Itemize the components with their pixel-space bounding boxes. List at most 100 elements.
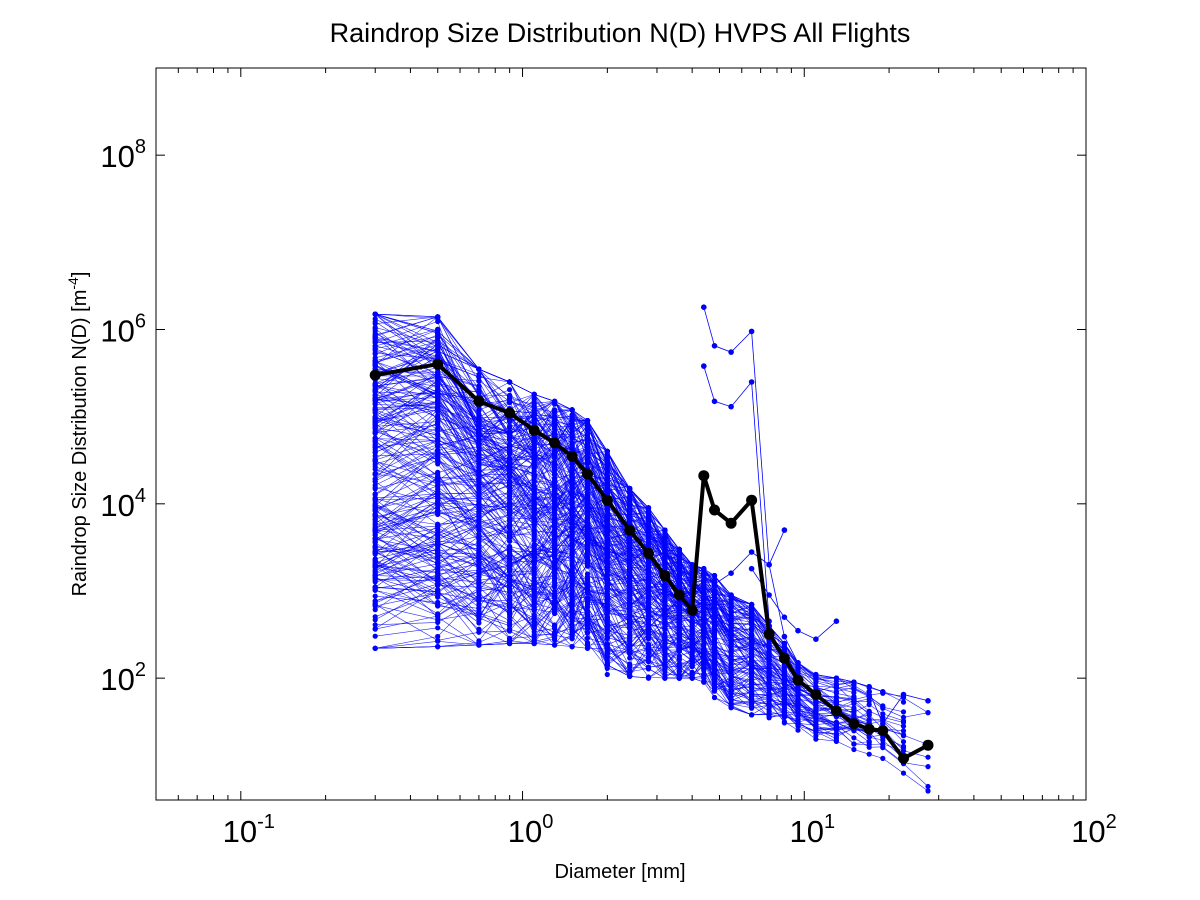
flight-point xyxy=(476,610,482,616)
flight-point xyxy=(833,724,840,730)
flight-point xyxy=(711,630,718,636)
outlier-flight-point xyxy=(748,328,755,335)
flight-series-line xyxy=(375,500,666,607)
flight-point xyxy=(645,636,652,642)
flight-point xyxy=(552,459,558,465)
flight-point xyxy=(851,690,857,696)
flight-point xyxy=(711,573,718,579)
flight-point xyxy=(833,689,840,695)
flight-point xyxy=(552,414,558,420)
flight-point xyxy=(507,529,513,535)
outlier-flight-point xyxy=(766,592,772,598)
flight-point xyxy=(604,537,610,544)
flight-point xyxy=(728,616,734,622)
flight-point xyxy=(372,561,378,567)
flight-point xyxy=(507,449,513,455)
flight-point xyxy=(627,604,633,610)
flight-point xyxy=(627,649,633,655)
outlier-flight-point xyxy=(748,549,755,555)
flight-point xyxy=(645,519,652,525)
flight-point xyxy=(435,448,441,454)
flight-point xyxy=(476,419,482,425)
flight-point xyxy=(552,419,558,425)
flight-point xyxy=(728,592,734,598)
flight-point xyxy=(781,699,788,705)
flight-series-line xyxy=(375,614,693,679)
flight-point xyxy=(781,664,788,671)
flight-point xyxy=(507,635,513,642)
flight-point xyxy=(604,603,610,609)
flight-point xyxy=(645,505,652,511)
flight-point xyxy=(604,607,610,613)
flight-point xyxy=(435,452,441,458)
mean-point xyxy=(725,517,737,529)
outlier-flight-point xyxy=(880,720,886,727)
flight-point xyxy=(795,697,801,704)
flight-point xyxy=(925,764,931,770)
flight-point xyxy=(476,638,482,644)
flight-point xyxy=(813,699,819,705)
flight-point xyxy=(435,575,441,581)
flight-point xyxy=(689,623,695,629)
outlier-flight-line xyxy=(751,568,837,640)
flight-point xyxy=(531,587,537,593)
flight-point xyxy=(604,524,610,531)
flight-point xyxy=(676,654,682,660)
flight-point xyxy=(552,512,558,518)
mean-point xyxy=(830,705,842,717)
flight-point xyxy=(749,705,755,711)
flight-point xyxy=(766,680,772,686)
flight-point xyxy=(749,682,755,688)
flight-point xyxy=(372,326,378,332)
flight-point xyxy=(701,583,707,590)
flight-point xyxy=(584,625,591,631)
y-tick-label: 106 xyxy=(100,310,146,348)
flight-point xyxy=(507,550,513,557)
flight-point xyxy=(766,672,772,678)
flight-point xyxy=(781,705,788,711)
flight-point xyxy=(435,611,441,617)
flight-point xyxy=(476,498,482,504)
flight-point xyxy=(795,665,801,671)
flight-point xyxy=(569,496,575,502)
flight-series-line xyxy=(375,354,630,525)
flight-series-line xyxy=(375,586,785,716)
flight-point xyxy=(627,545,633,551)
flight-point xyxy=(435,582,441,588)
flight-point xyxy=(435,318,441,325)
flight-point xyxy=(627,598,633,605)
flight-point xyxy=(728,644,734,650)
flight-point xyxy=(662,675,668,681)
mean-point xyxy=(601,494,613,506)
flight-point xyxy=(476,642,482,648)
flight-point xyxy=(435,533,441,539)
flight-point xyxy=(372,358,378,364)
flight-point xyxy=(689,675,695,681)
flight-point xyxy=(584,516,591,523)
flight-point xyxy=(435,425,441,431)
flight-point xyxy=(604,595,610,601)
flight-point xyxy=(627,504,633,510)
flight-series-line xyxy=(375,579,715,679)
flight-point xyxy=(372,598,378,604)
flight-point xyxy=(728,649,734,655)
flight-point xyxy=(435,476,441,482)
flight-point xyxy=(662,527,668,533)
flight-point xyxy=(476,598,482,604)
flight-point xyxy=(531,577,537,583)
flight-point xyxy=(662,586,668,592)
flight-point xyxy=(531,405,537,411)
flight-point xyxy=(476,606,482,612)
flight-point xyxy=(476,517,482,523)
flight-point xyxy=(728,600,734,606)
outlier-flight-point xyxy=(900,691,907,698)
flight-point xyxy=(925,783,931,790)
flight-point xyxy=(531,561,537,567)
mean-point xyxy=(709,504,720,516)
flight-point xyxy=(781,687,788,693)
flight-point xyxy=(711,635,718,641)
flight-point xyxy=(584,542,591,549)
flight-point xyxy=(476,584,482,590)
mean-point xyxy=(549,437,561,449)
flight-point xyxy=(372,441,378,447)
